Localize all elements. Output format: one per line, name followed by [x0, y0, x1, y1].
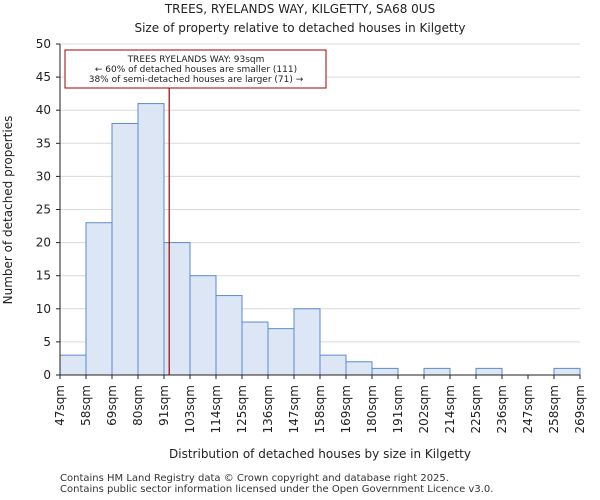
x-tick-label: 269sqm — [573, 385, 587, 433]
x-tick-label: 169sqm — [339, 385, 353, 433]
y-tick-label: 45 — [36, 70, 51, 84]
footer-attribution-1: Contains HM Land Registry data © Crown c… — [60, 473, 449, 484]
y-tick-label: 10 — [36, 302, 51, 316]
histogram-bar — [553, 367, 581, 376]
histogram-bar — [189, 275, 217, 376]
histogram-bar — [345, 361, 373, 376]
y-tick-label: 30 — [36, 169, 51, 183]
histogram-bar — [111, 122, 139, 376]
x-tick-label: 69sqm — [105, 385, 119, 426]
annotation-line-3: 38% of semi-detached houses are larger (… — [89, 75, 304, 85]
footer-attribution-2: Contains public sector information licen… — [60, 484, 494, 495]
x-tick-label: 103sqm — [183, 385, 197, 433]
y-tick-label: 35 — [36, 136, 51, 150]
histogram-bar — [371, 367, 399, 376]
x-tick-label: 91sqm — [157, 385, 171, 426]
x-tick-label: 114sqm — [209, 385, 223, 433]
annotation-box — [64, 49, 327, 89]
chart-subtitle: Size of property relative to detached ho… — [134, 21, 465, 35]
annotation-line-1: TREES RYELANDS WAY: 93sqm — [127, 55, 265, 65]
histogram-bar — [475, 367, 503, 376]
y-tick-label: 20 — [36, 236, 51, 250]
y-tick-label: 0 — [43, 368, 51, 382]
chart-title: TREES, RYELANDS WAY, KILGETTY, SA68 0US — [164, 2, 435, 16]
x-tick-label: 180sqm — [365, 385, 379, 433]
histogram-bar — [85, 222, 113, 376]
x-tick-label: 225sqm — [469, 385, 483, 433]
y-tick-label: 40 — [36, 103, 51, 117]
histogram-bar — [423, 367, 451, 376]
histogram-bar — [293, 308, 321, 376]
x-tick-label: 191sqm — [391, 385, 405, 433]
histogram-bar — [241, 321, 269, 376]
y-tick-label: 5 — [43, 335, 51, 349]
histogram-bar — [163, 242, 191, 376]
x-tick-label: 136sqm — [261, 385, 275, 433]
y-tick-label: 25 — [36, 203, 51, 217]
histogram-bar — [137, 103, 165, 376]
x-tick-label: 80sqm — [131, 385, 145, 426]
y-tick-label: 15 — [36, 269, 51, 283]
histogram-bar — [215, 295, 243, 376]
x-tick-label: 158sqm — [313, 385, 327, 433]
annotation-line-2: ← 60% of detached houses are smaller (11… — [95, 65, 297, 75]
x-tick-label: 58sqm — [79, 385, 93, 426]
x-axis-label: Distribution of detached houses by size … — [169, 447, 471, 461]
x-tick-label: 47sqm — [53, 385, 67, 426]
x-tick-label: 258sqm — [547, 385, 561, 433]
x-tick-label: 214sqm — [443, 385, 457, 433]
x-tick-label: 236sqm — [495, 385, 509, 433]
histogram-bar — [267, 328, 295, 376]
x-tick-label: 125sqm — [235, 385, 249, 433]
x-tick-label: 202sqm — [417, 385, 431, 433]
y-tick-label: 50 — [36, 37, 51, 51]
x-tick-label: 247sqm — [521, 385, 535, 433]
y-axis-label: Number of detached properties — [1, 116, 15, 305]
x-tick-label: 147sqm — [287, 385, 301, 433]
histogram-bar — [59, 354, 87, 376]
histogram-bar — [319, 354, 347, 376]
